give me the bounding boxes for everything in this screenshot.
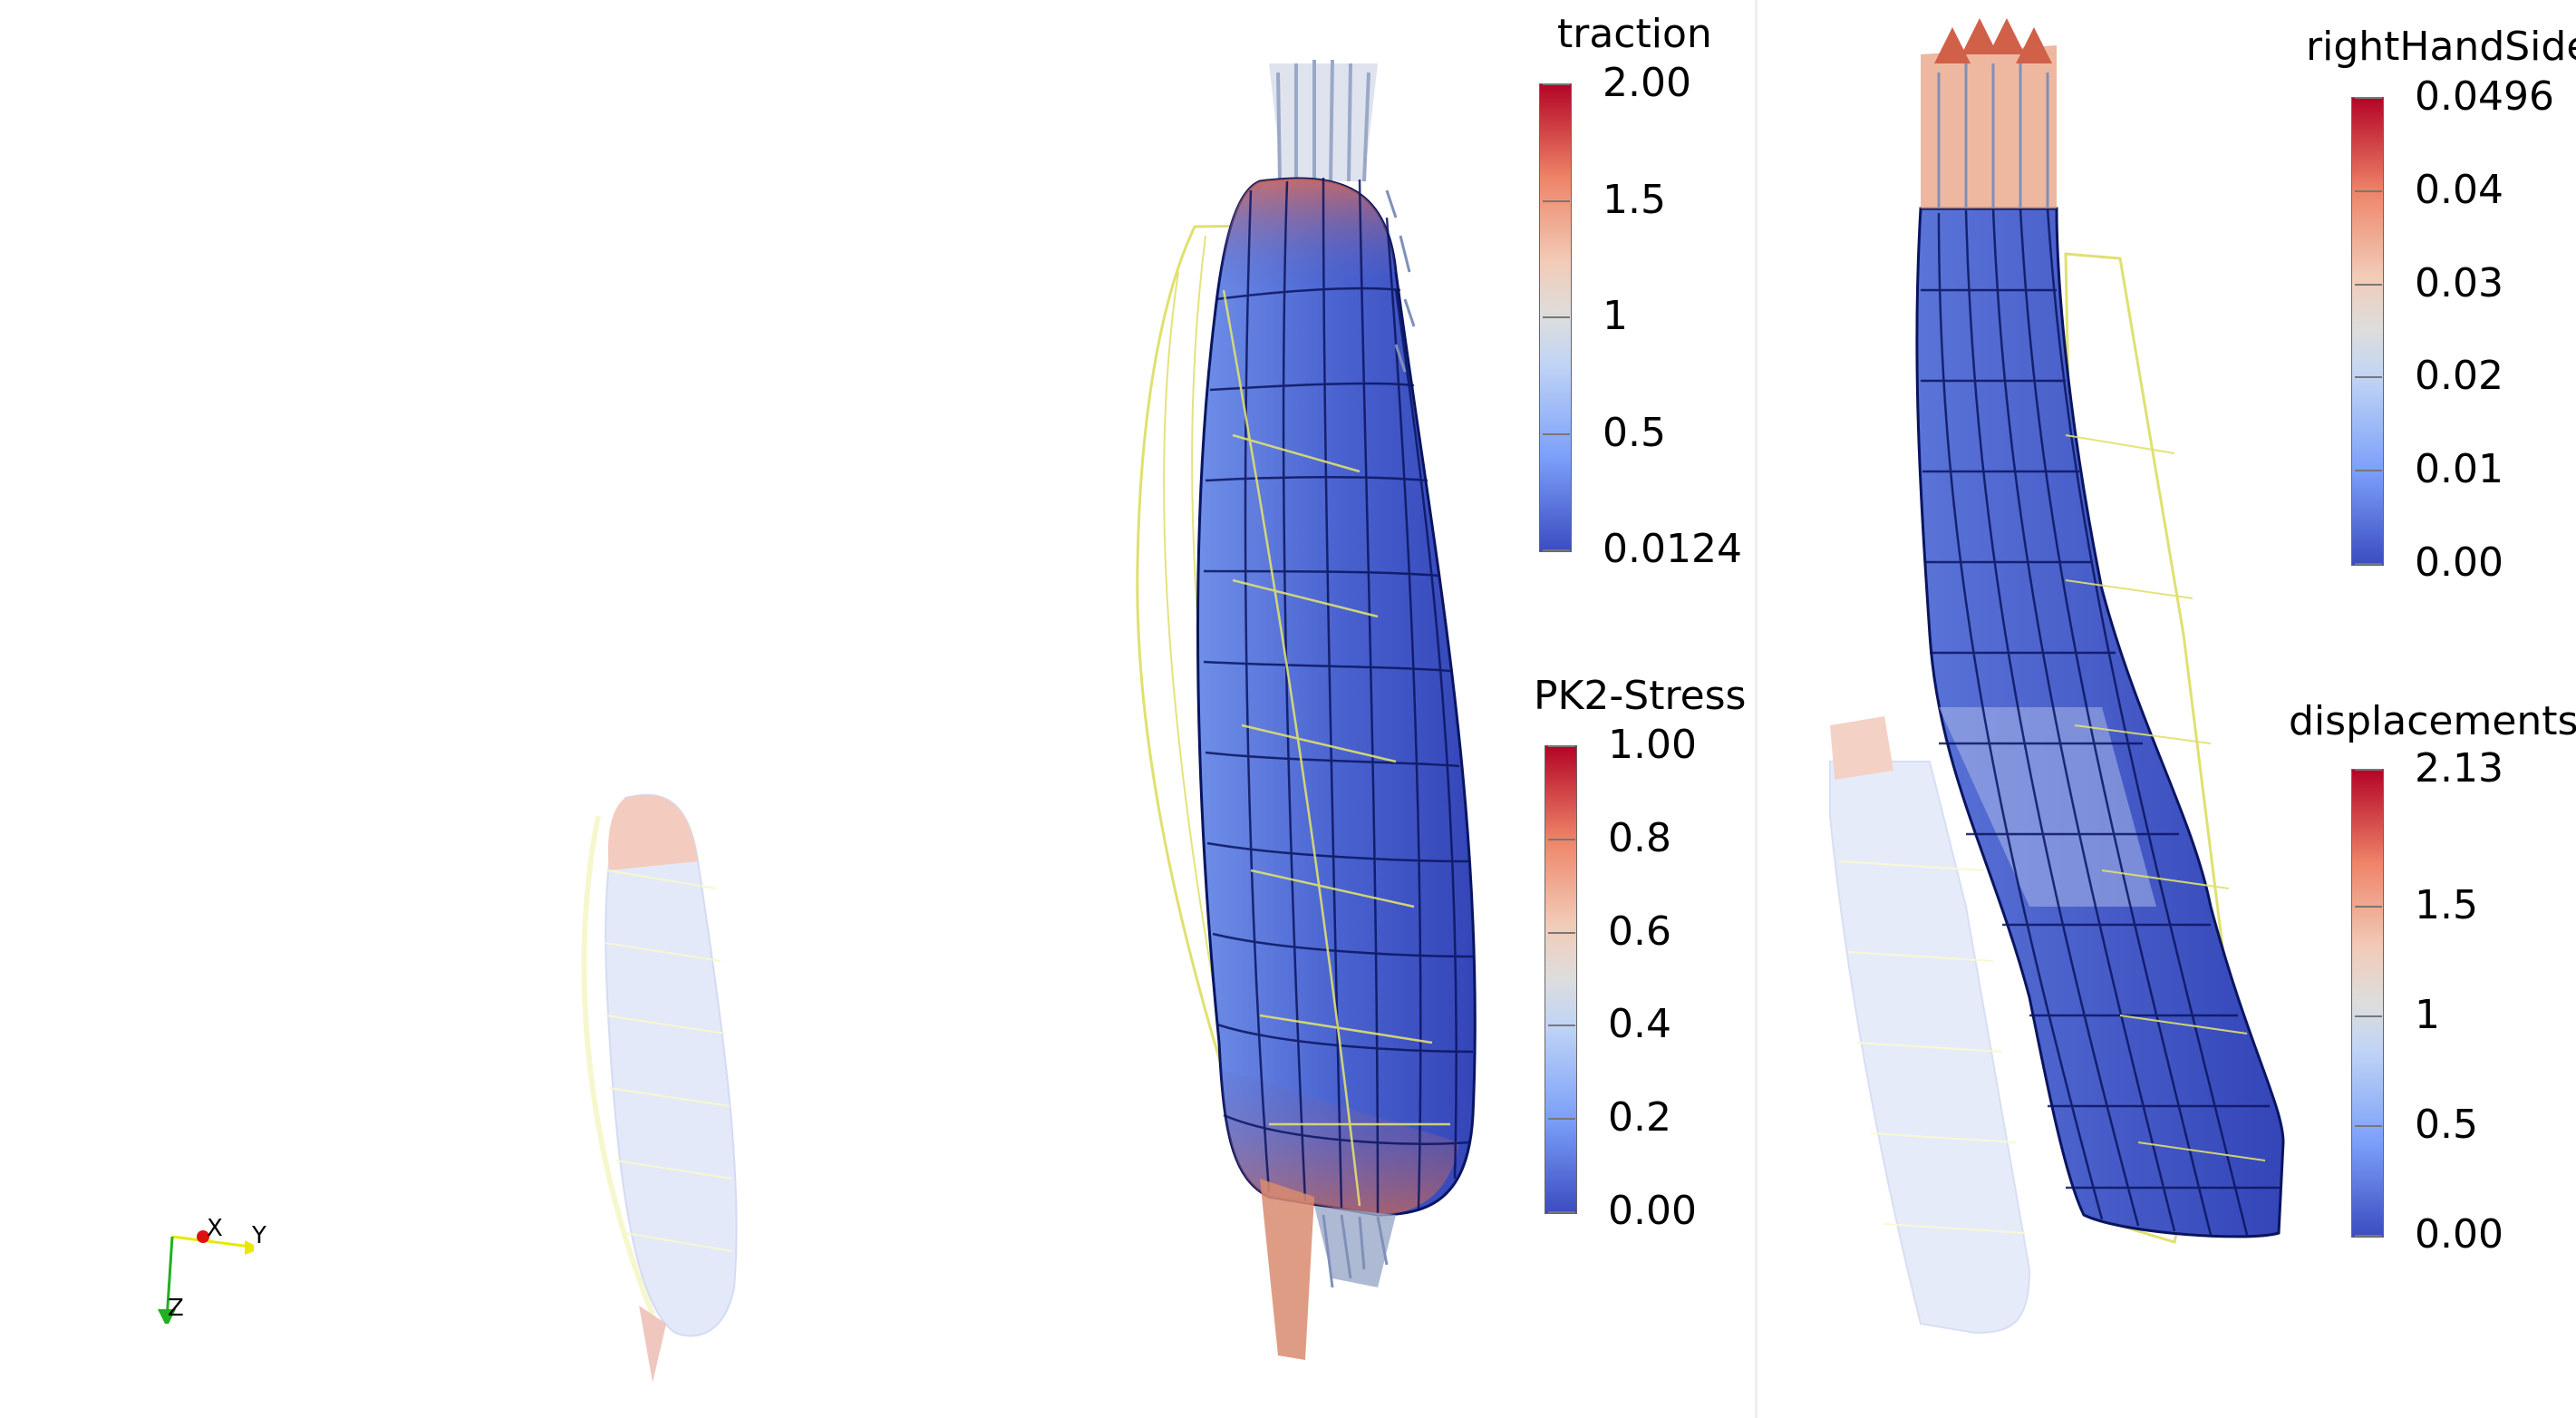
reference-muscle-mesh xyxy=(581,793,738,1383)
legend-label: 0.0124 xyxy=(1603,526,1742,572)
legend-label: 0.0496 xyxy=(2415,73,2554,120)
rhs-arrows-top xyxy=(1921,18,2057,209)
legend-label: 0.8 xyxy=(1608,815,1671,861)
reference-muscle-mesh xyxy=(1829,716,2031,1335)
color-legend-bar xyxy=(1545,745,1577,1214)
legend-label: 1.5 xyxy=(2415,882,2478,928)
right-3d-scene[interactable] xyxy=(1758,0,2576,1418)
main-muscle-mesh xyxy=(1136,59,1477,1360)
legend-label: 0.00 xyxy=(2415,539,2503,586)
legend-label: 0.02 xyxy=(2415,353,2503,399)
legend-label: 2.13 xyxy=(2415,745,2503,792)
traction-arrows-side xyxy=(1385,189,1416,373)
color-legend-bar xyxy=(2351,769,2384,1238)
axis-y-label: Y xyxy=(252,1222,266,1249)
legend-label: 1 xyxy=(2415,992,2440,1038)
legend-label: 1 xyxy=(1603,293,1628,339)
color-legend-bar xyxy=(2351,97,2384,566)
axis-z-label: Z xyxy=(168,1295,184,1322)
legend-label: 0.01 xyxy=(2415,446,2503,492)
deformed-body xyxy=(1196,177,1477,1217)
legend-label: 0.5 xyxy=(2415,1102,2478,1148)
scalar-bar-title: rightHandSide xyxy=(2306,24,2576,70)
left-3d-scene[interactable] xyxy=(0,0,1755,1418)
legend-label: 0.2 xyxy=(1608,1094,1671,1141)
legend-label: 0.00 xyxy=(2415,1211,2503,1258)
view-splitter[interactable] xyxy=(1755,0,1758,1418)
scalar-bar-title: traction xyxy=(1557,11,1712,57)
traction-arrows-bottom xyxy=(1260,1179,1396,1360)
traction-arrows-top xyxy=(1269,59,1378,182)
render-view-right[interactable]: rightHandSide 0.0496 0.04 0.03 0.02 0.01… xyxy=(1758,0,2576,1418)
legend-label: 2.00 xyxy=(1603,60,1691,106)
legend-label: 1.5 xyxy=(1603,177,1666,223)
scalar-bar-title: displacements xyxy=(2289,698,2576,744)
orientation-axes-widget xyxy=(158,1230,254,1324)
legend-label: 0.03 xyxy=(2415,260,2503,306)
render-view-left[interactable]: X Y Z traction 2.00 1.5 1 0.5 0.0124 PK2… xyxy=(0,0,1755,1418)
legend-label: 0.6 xyxy=(1608,908,1671,955)
legend-label: 0.4 xyxy=(1608,1001,1671,1047)
legend-label: 0.04 xyxy=(2415,167,2503,213)
scalar-bar-title: PK2-Stress xyxy=(1534,673,1747,719)
legend-label: 0.5 xyxy=(1603,410,1666,456)
legend-label: 1.00 xyxy=(1608,722,1697,768)
legend-label: 0.00 xyxy=(1608,1188,1697,1234)
axis-x-label: X xyxy=(207,1215,223,1242)
